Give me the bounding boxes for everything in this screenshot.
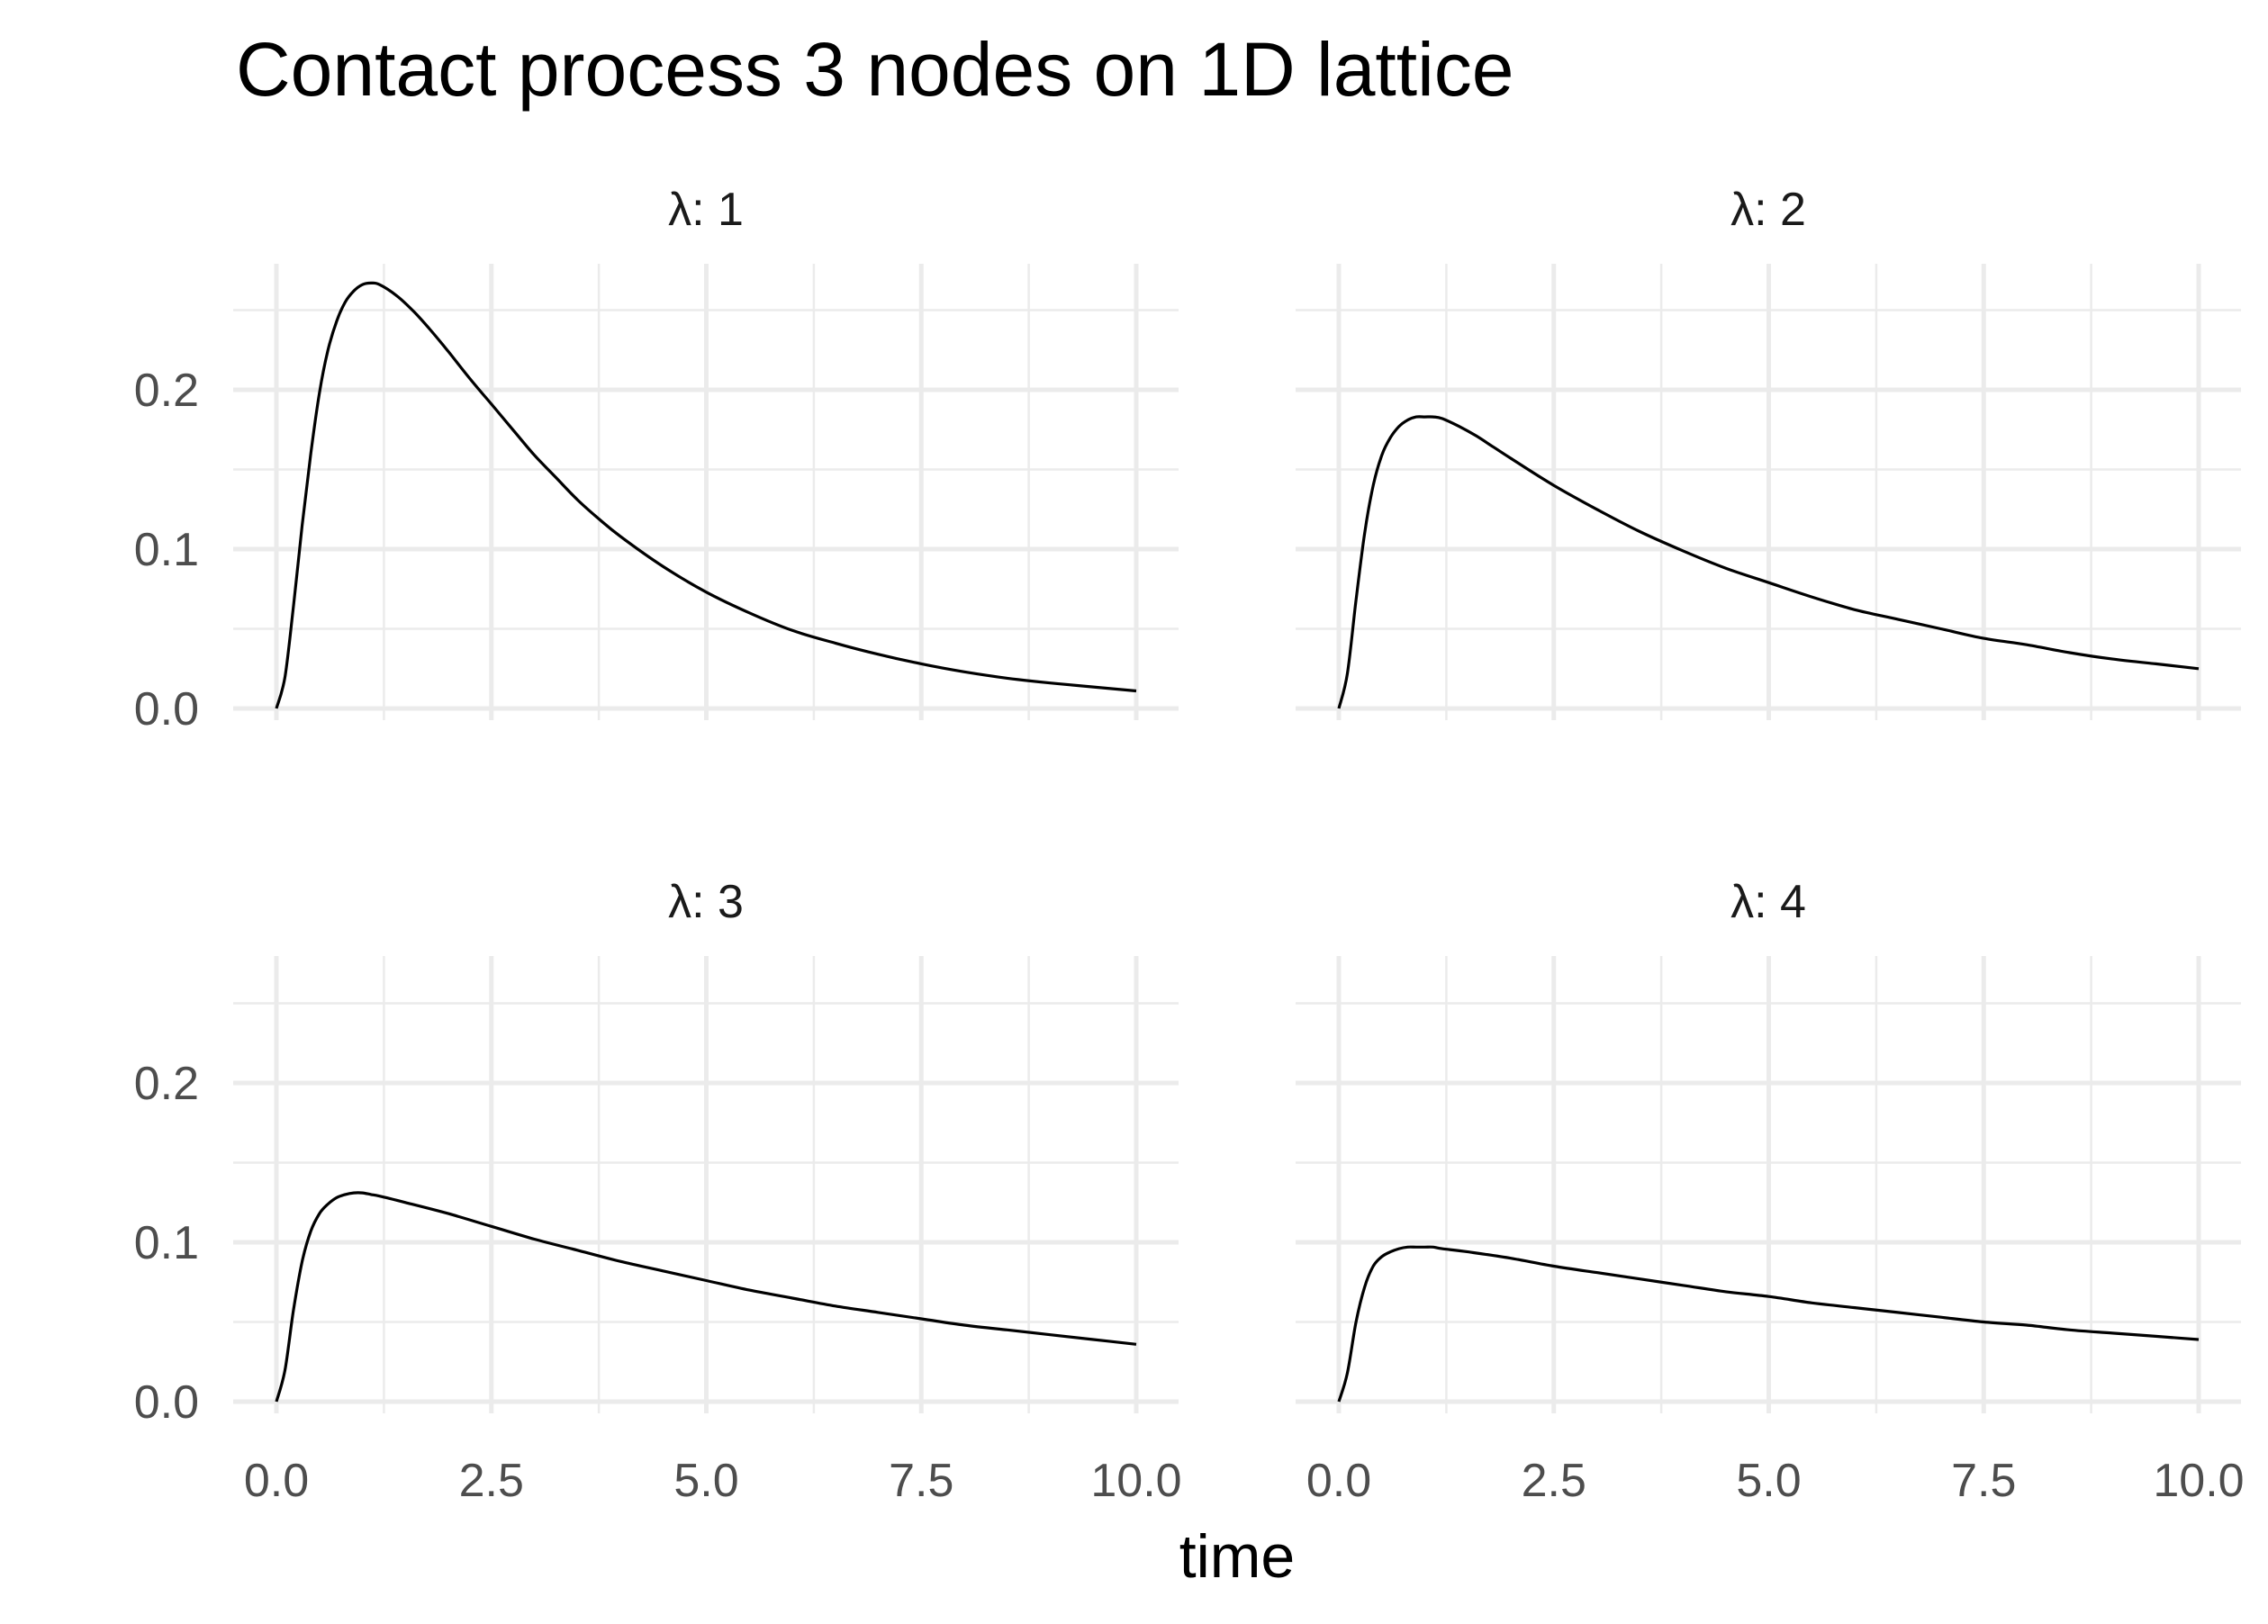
facet-panel-3: λ: 3 0.0 0.1 0.2 0.0 2.5 5.0 7.5 10.0: [134, 876, 1182, 1507]
series-line: [1337, 415, 2200, 709]
y-tick-label: 0.2: [134, 1058, 199, 1110]
x-tick-label: 0.0: [244, 1455, 309, 1507]
facet-strip-label: λ: 1: [668, 184, 744, 236]
facet-panel-1: λ: 1 0.0 0.1 0.2: [134, 184, 1179, 735]
x-tick-label: 7.5: [889, 1455, 953, 1507]
x-tick-label: 0.0: [1306, 1455, 1371, 1507]
y-tick-label: 0.1: [134, 524, 199, 576]
series-line: [1337, 1245, 2200, 1403]
facet-panel-2: λ: 2: [1296, 184, 2241, 720]
facet-panels: λ: 1 0.0 0.1 0.2 λ: 2 λ: 3 0.0 0.1 0.2 0.0 2.5 5.0 7…: [134, 184, 2245, 1507]
y-tick-label: 0.2: [134, 365, 199, 417]
x-tick-label: 10.0: [2153, 1455, 2244, 1507]
x-tick-label: 5.0: [1736, 1455, 1801, 1507]
series-line: [275, 1191, 1137, 1403]
y-tick-label: 0.0: [134, 1376, 199, 1429]
facet-strip-label: λ: 4: [1730, 876, 1806, 928]
facet-strip-label: λ: 3: [668, 876, 744, 928]
x-tick-label: 7.5: [1951, 1455, 2016, 1507]
facet-strip-label: λ: 2: [1730, 184, 1806, 236]
series-line: [275, 281, 1137, 709]
x-tick-label: 2.5: [459, 1455, 524, 1507]
y-tick-label: 0.1: [134, 1217, 199, 1269]
y-tick-label: 0.0: [134, 683, 199, 735]
chart-title: Contact process 3 nodes on 1D lattice: [236, 27, 1514, 112]
x-tick-label: 2.5: [1522, 1455, 1586, 1507]
x-tick-label: 10.0: [1090, 1455, 1181, 1507]
facet-panel-4: λ: 4 0.0 2.5 5.0 7.5 10.0: [1296, 876, 2245, 1507]
x-axis-title: time: [1179, 1522, 1295, 1591]
x-tick-label: 5.0: [673, 1455, 738, 1507]
